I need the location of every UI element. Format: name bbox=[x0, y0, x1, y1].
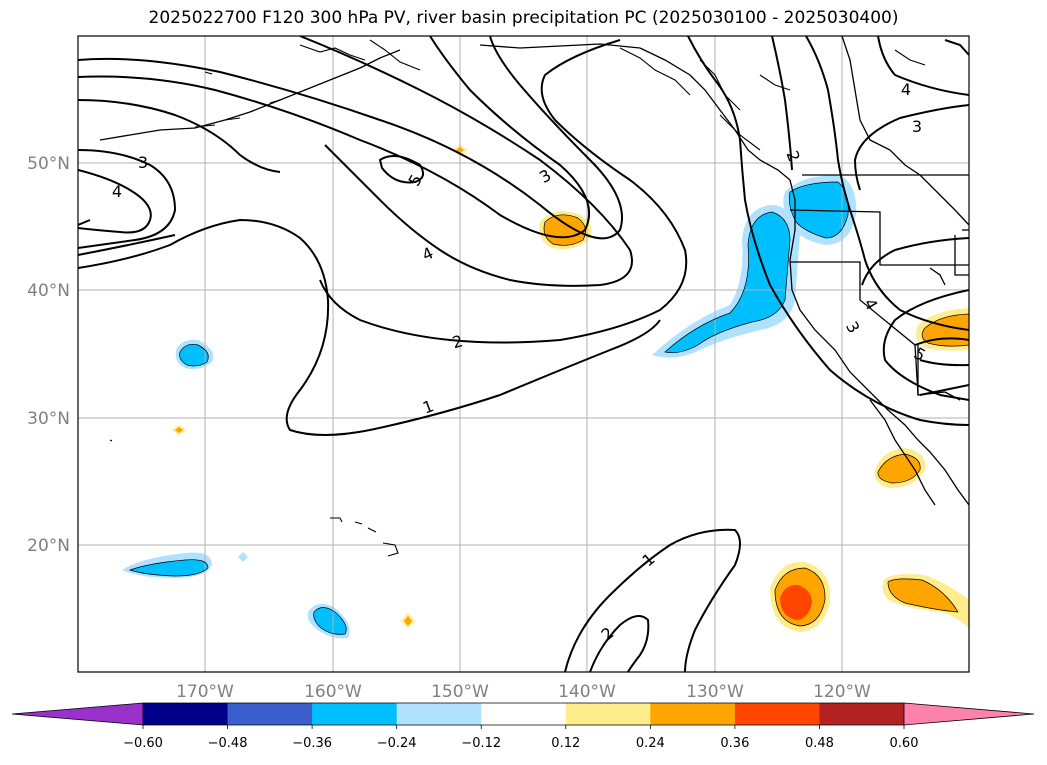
map-gridlines bbox=[78, 36, 969, 672]
colorbar-tick-label: 0.48 bbox=[805, 736, 834, 751]
pv-contour-label: 4 bbox=[901, 80, 911, 99]
precip-pc-outlines bbox=[128, 181, 969, 635]
longitude-labels: 170°W 160°W 150°W 140°W 130°W 120°W bbox=[176, 682, 871, 702]
pv-contour-label: 2 bbox=[450, 331, 465, 352]
colorbar-tick-label: 0.12 bbox=[551, 736, 580, 751]
pv-contour-label: 4 bbox=[112, 182, 122, 201]
lon-label-140w: 140°W bbox=[558, 682, 616, 702]
pv-contours bbox=[78, 36, 969, 672]
lon-label-120w: 120°W bbox=[813, 682, 871, 702]
lat-label-20n: 20°N bbox=[27, 536, 70, 556]
map-frame bbox=[77, 35, 970, 673]
colorbar-tick-label: 0.60 bbox=[890, 736, 919, 751]
colorbar-tick-label: 0.36 bbox=[720, 736, 749, 751]
lon-label-160w: 160°W bbox=[304, 682, 362, 702]
pv-contour-label: 3 bbox=[138, 153, 148, 172]
lon-label-170w: 170°W bbox=[176, 682, 234, 702]
colorbar-ticks: −0.60 −0.48 −0.36 −0.24 −0.12 0.12 0.24 0.36 0.4… bbox=[123, 725, 918, 751]
colorbar-segment bbox=[227, 703, 313, 725]
colorbar-extend-high bbox=[903, 702, 1035, 726]
lat-label-50n: 50°N bbox=[27, 154, 70, 174]
colorbar-segment bbox=[650, 703, 736, 725]
colorbar-segment bbox=[481, 703, 567, 725]
lat-label-30n: 30°N bbox=[27, 409, 70, 429]
pv-contour-label: 3 bbox=[912, 117, 922, 136]
coastlines bbox=[99, 36, 969, 506]
colorbar-tick-label: −0.36 bbox=[292, 736, 332, 751]
map-area: 3 4 5 3 4 2 1 2 3 4 3 4 5 1 2 bbox=[78, 36, 969, 672]
colorbar-tick-label: −0.12 bbox=[461, 736, 501, 751]
colorbar-segment bbox=[565, 703, 651, 725]
map-title: 2025022700 F120 300 hPa PV, river basin … bbox=[148, 8, 899, 28]
colorbar-segment bbox=[734, 703, 820, 725]
colorbar: −0.60 −0.48 −0.36 −0.24 −0.12 0.12 0.24 0.36 0.4… bbox=[11, 702, 1035, 751]
lon-label-130w: 130°W bbox=[686, 682, 744, 702]
colorbar-segment bbox=[143, 703, 229, 725]
colorbar-segments bbox=[11, 702, 1035, 726]
colorbar-tick-label: 0.24 bbox=[636, 736, 665, 751]
colorbar-tick-label: −0.60 bbox=[123, 736, 163, 751]
colorbar-segment bbox=[819, 703, 905, 725]
colorbar-frame bbox=[143, 702, 904, 726]
colorbar-tick-label: −0.24 bbox=[377, 736, 417, 751]
colorbar-segment bbox=[312, 703, 398, 725]
lon-label-150w: 150°W bbox=[431, 682, 489, 702]
lat-label-40n: 40°N bbox=[27, 281, 70, 301]
colorbar-tick-label: −0.48 bbox=[208, 736, 248, 751]
latitude-labels: 20°N 30°N 40°N 50°N bbox=[27, 154, 70, 556]
colorbar-extend-low bbox=[11, 702, 144, 726]
colorbar-segment bbox=[396, 703, 482, 725]
